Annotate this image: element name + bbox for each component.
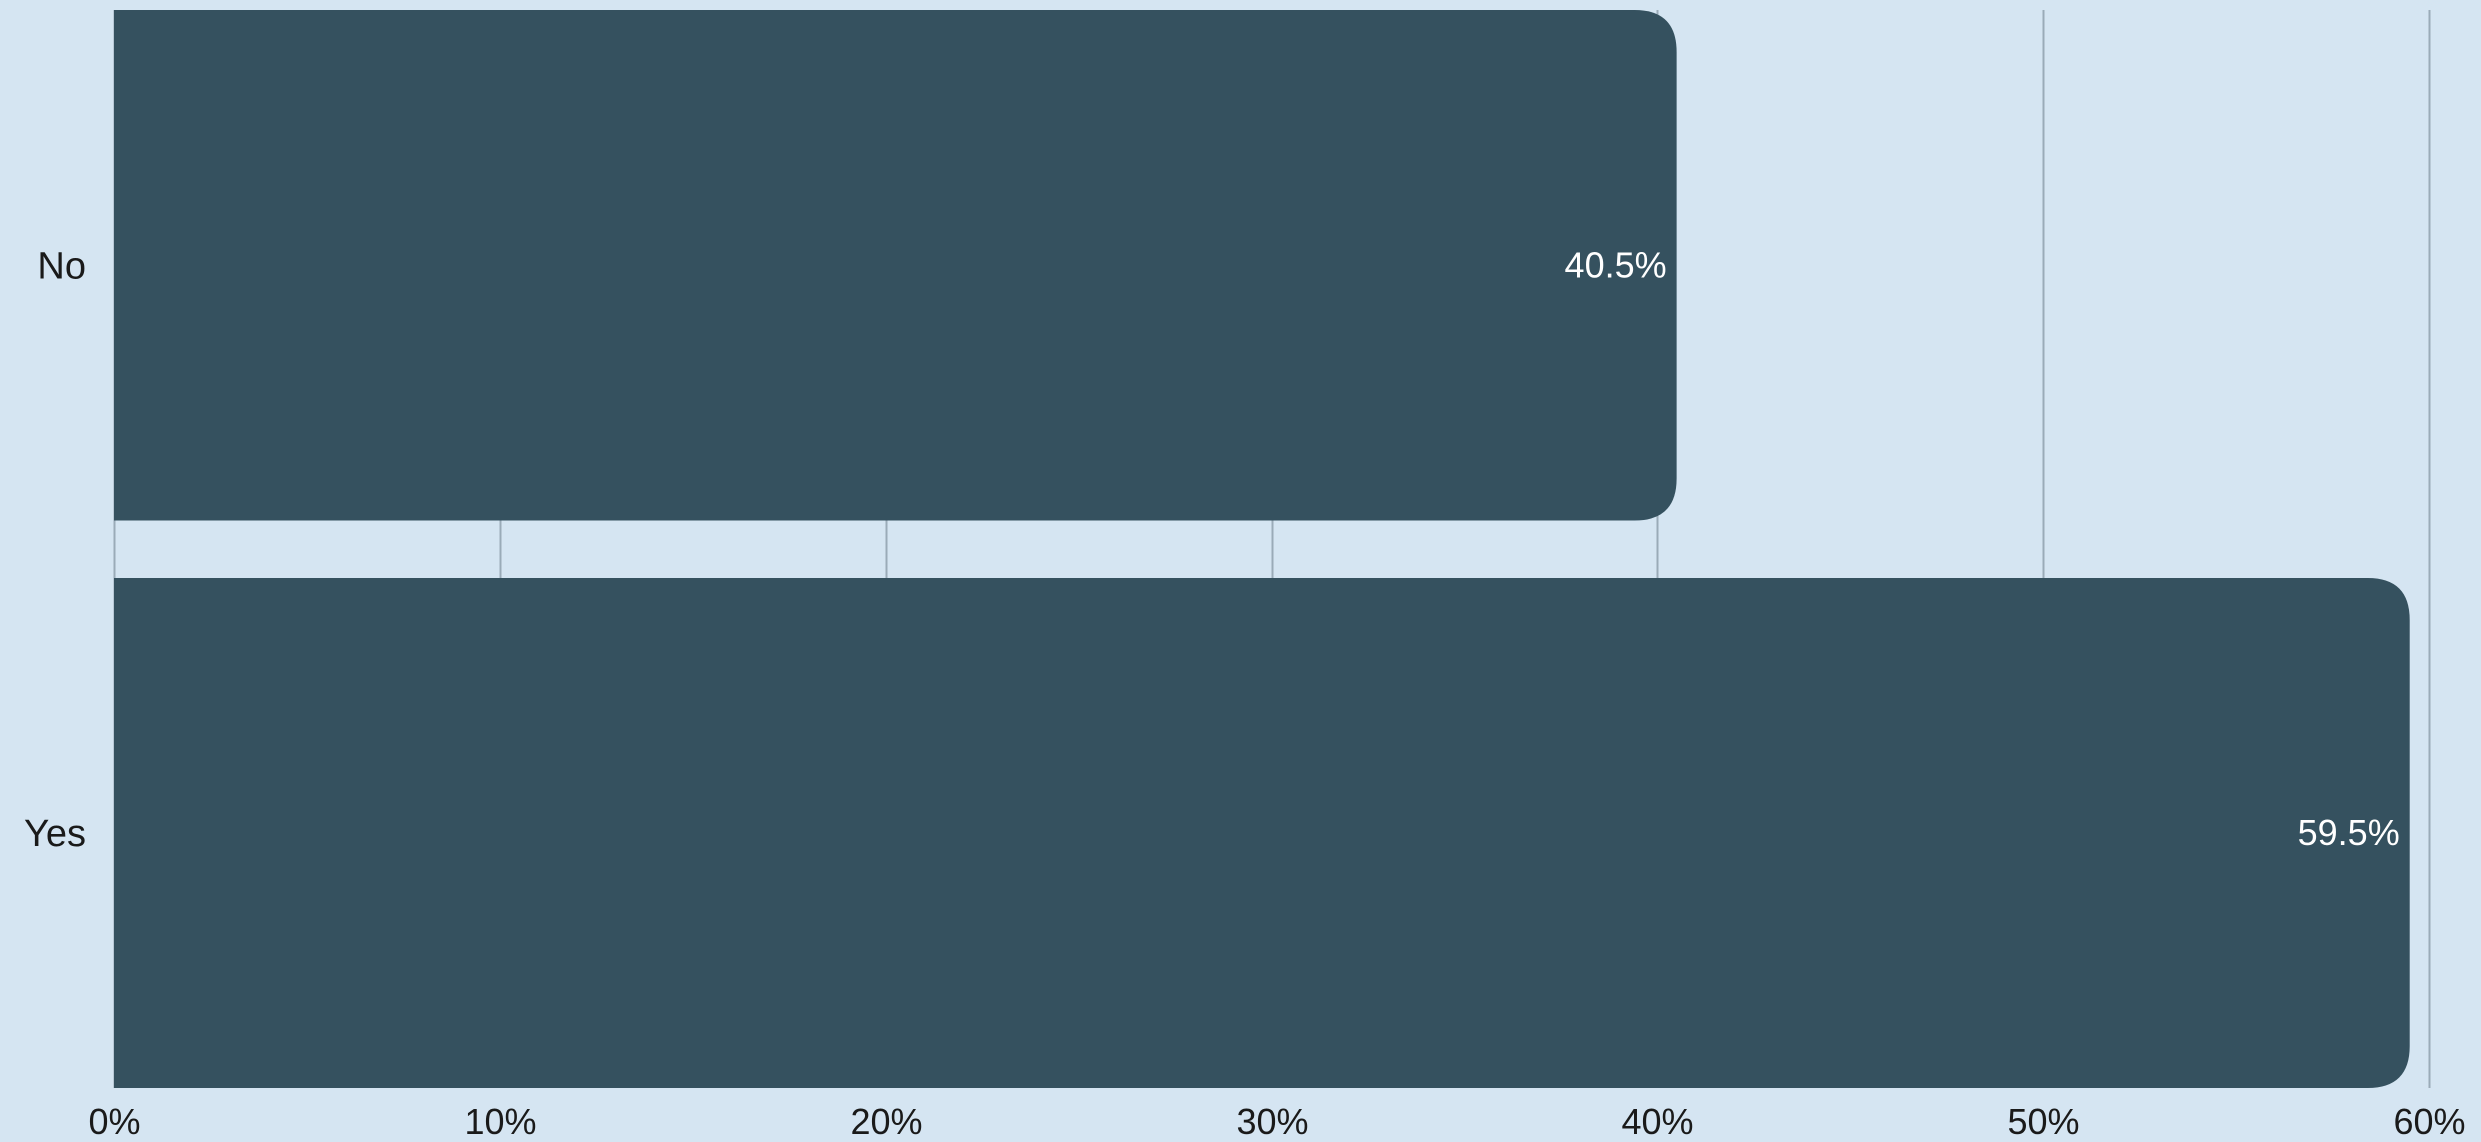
data-label-yes: 59.5% [2298, 812, 2400, 853]
x-tick-label: 60% [2393, 1101, 2465, 1142]
bar-no [114, 10, 1677, 521]
category-labels: No Yes [24, 245, 86, 855]
x-tick-label: 30% [1236, 1101, 1308, 1142]
data-label-no: 40.5% [1565, 244, 1667, 285]
bar-yes [114, 578, 2410, 1088]
x-tick-label: 40% [1621, 1101, 1693, 1142]
x-tick-label: 50% [2007, 1101, 2079, 1142]
category-label-no: No [37, 245, 86, 287]
x-tick-label: 10% [464, 1101, 536, 1142]
category-label-yes: Yes [24, 813, 86, 855]
x-tick-label: 20% [850, 1101, 922, 1142]
x-axis-ticks: 0% 10% 20% 30% 40% 50% 60% [88, 1101, 2465, 1142]
bars: 40.5% 59.5% [114, 10, 2410, 1088]
x-tick-label: 0% [88, 1101, 140, 1142]
